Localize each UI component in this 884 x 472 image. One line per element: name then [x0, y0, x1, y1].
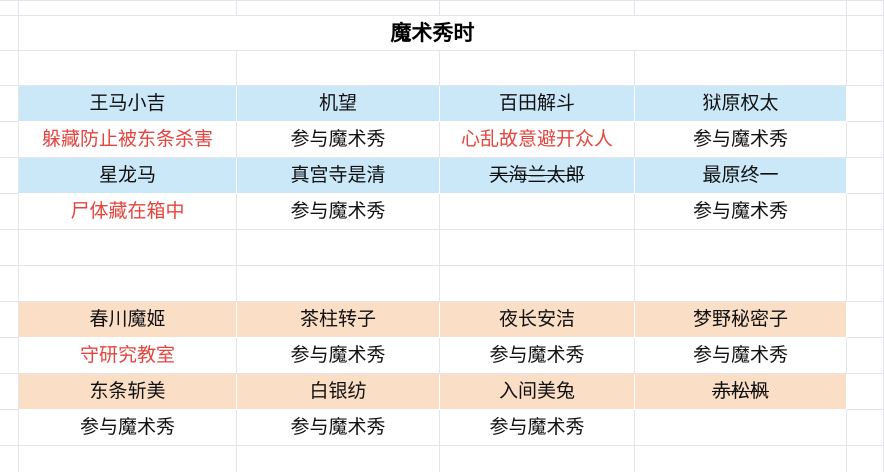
- name-cell-baiyinfang[interactable]: 白银纺: [237, 374, 440, 410]
- cell-A9[interactable]: [0, 266, 19, 302]
- name-cell-chisongfeng[interactable]: 赤松枫: [635, 374, 847, 410]
- cell-C1[interactable]: [237, 1, 440, 16]
- action-cell[interactable]: 参与魔术秀: [635, 338, 847, 374]
- cell-A7[interactable]: [0, 194, 19, 230]
- action-cell[interactable]: 参与魔术秀: [237, 338, 440, 374]
- name-cell-chazhu-zhuanzi[interactable]: 茶柱转子: [237, 302, 440, 338]
- cell-F12[interactable]: [847, 374, 884, 410]
- action-cell[interactable]: 参与魔术秀: [635, 122, 847, 158]
- cell-B9[interactable]: [19, 266, 237, 302]
- cell-D3[interactable]: [440, 51, 635, 86]
- cell-D8[interactable]: [440, 230, 635, 266]
- cell-D7[interactable]: [440, 194, 635, 230]
- cell-D14[interactable]: [440, 446, 635, 472]
- action-cell[interactable]: 参与魔术秀: [440, 410, 635, 446]
- cell-A14[interactable]: [0, 446, 19, 472]
- cell-A3[interactable]: [0, 51, 19, 86]
- cell-F10[interactable]: [847, 302, 884, 338]
- name-cell-mengye-mimizi[interactable]: 梦野秘密子: [635, 302, 847, 338]
- cell-C8[interactable]: [237, 230, 440, 266]
- cell-F6[interactable]: [847, 158, 884, 194]
- name-cell-chunchuan-moji[interactable]: 春川魔姬: [19, 302, 237, 338]
- name-cell-tianhai-lantailang[interactable]: 天海兰太郎: [440, 158, 635, 194]
- name-cell-rujian-meitu[interactable]: 入间美兔: [440, 374, 635, 410]
- action-cell[interactable]: 参与魔术秀: [237, 194, 440, 230]
- name-cell-xinglongma[interactable]: 星龙马: [19, 158, 237, 194]
- action-cell[interactable]: 参与魔术秀: [440, 338, 635, 374]
- cell-F11[interactable]: [847, 338, 884, 374]
- cell-A4[interactable]: [0, 86, 19, 122]
- cell-C9[interactable]: [237, 266, 440, 302]
- cell-F5[interactable]: [847, 122, 884, 158]
- cell-F1[interactable]: [847, 1, 884, 16]
- action-cell[interactable]: 参与魔术秀: [19, 410, 237, 446]
- name-cell-zhengongsi-shiqing[interactable]: 真宫寺是清: [237, 158, 440, 194]
- cell-A13[interactable]: [0, 410, 19, 446]
- action-cell[interactable]: 参与魔术秀: [237, 122, 440, 158]
- action-cell[interactable]: 心乱故意避开众人: [440, 122, 635, 158]
- name-cell-baitian-jiedou[interactable]: 百田解斗: [440, 86, 635, 122]
- cell-A1[interactable]: [0, 1, 19, 16]
- cell-E8[interactable]: [635, 230, 847, 266]
- name-cell-dongtiao-zhanmei[interactable]: 东条斩美: [19, 374, 237, 410]
- cell-C3[interactable]: [237, 51, 440, 86]
- action-cell[interactable]: 参与魔术秀: [237, 410, 440, 446]
- cell-E1[interactable]: [635, 1, 847, 16]
- cell-B1[interactable]: [19, 1, 237, 16]
- cell-F14[interactable]: [847, 446, 884, 472]
- name-cell-yechang-anjie[interactable]: 夜长安洁: [440, 302, 635, 338]
- cell-E3[interactable]: [635, 51, 847, 86]
- cell-A6[interactable]: [0, 158, 19, 194]
- name-cell-jiwang[interactable]: 机望: [237, 86, 440, 122]
- cell-F7[interactable]: [847, 194, 884, 230]
- cell-F4[interactable]: [847, 86, 884, 122]
- cell-C14[interactable]: [237, 446, 440, 472]
- cell-A12[interactable]: [0, 374, 19, 410]
- action-cell[interactable]: 守研究教室: [19, 338, 237, 374]
- name-cell-zuiyuan-zhongyi[interactable]: 最原终一: [635, 158, 847, 194]
- sheet-title[interactable]: 魔术秀时: [19, 16, 847, 51]
- cell-E9[interactable]: [635, 266, 847, 302]
- cell-B3[interactable]: [19, 51, 237, 86]
- action-cell[interactable]: 尸体藏在箱中: [19, 194, 237, 230]
- name-cell-yuyuan-quantai[interactable]: 狱原权太: [635, 86, 847, 122]
- cell-F2[interactable]: [847, 16, 884, 51]
- cell-E13[interactable]: [635, 410, 847, 446]
- cell-F13[interactable]: [847, 410, 884, 446]
- cell-D9[interactable]: [440, 266, 635, 302]
- action-cell[interactable]: 躲藏防止被东条杀害: [19, 122, 237, 158]
- cell-F9[interactable]: [847, 266, 884, 302]
- cell-E14[interactable]: [635, 446, 847, 472]
- cell-F3[interactable]: [847, 51, 884, 86]
- cell-A10[interactable]: [0, 302, 19, 338]
- name-cell-wangma-xiaoji[interactable]: 王马小吉: [19, 86, 237, 122]
- cell-B14[interactable]: [19, 446, 237, 472]
- action-cell[interactable]: 参与魔术秀: [635, 194, 847, 230]
- cell-A5[interactable]: [0, 122, 19, 158]
- cell-B8[interactable]: [19, 230, 237, 266]
- cell-A11[interactable]: [0, 338, 19, 374]
- cell-D1[interactable]: [440, 1, 635, 16]
- cell-F8[interactable]: [847, 230, 884, 266]
- cell-A8[interactable]: [0, 230, 19, 266]
- cell-A2[interactable]: [0, 16, 19, 51]
